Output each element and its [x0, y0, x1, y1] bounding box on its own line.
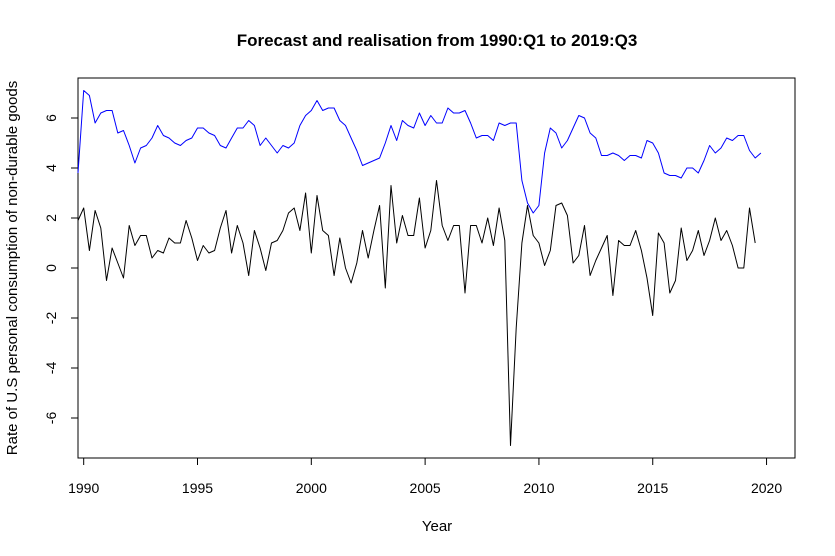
- chart-title: Forecast and realisation from 1990:Q1 to…: [237, 31, 638, 50]
- x-tick-label: 2005: [410, 480, 441, 496]
- y-axis: -6 -4 -2 0 2 4 6: [43, 114, 79, 425]
- series-line-2: [77, 180, 756, 446]
- x-tick-label: 2015: [637, 480, 668, 496]
- x-axis-label: Year: [422, 518, 452, 535]
- plot-frame: [77, 77, 796, 459]
- series-line-1: [77, 90, 762, 214]
- series-layer: [77, 90, 762, 446]
- y-tick-label: 6: [43, 114, 59, 122]
- y-axis-label: Rate of U.S personal consumption of non-…: [4, 81, 21, 455]
- y-tick-label: -6: [43, 412, 59, 425]
- x-tick-label: 2000: [296, 480, 327, 496]
- y-tick-label: -4: [43, 362, 59, 375]
- x-tick-label: 1990: [68, 480, 99, 496]
- y-tick-label: 4: [43, 164, 59, 172]
- x-tick-label: 1995: [182, 480, 213, 496]
- y-tick-label: -2: [43, 312, 59, 325]
- x-axis: 1990 1995 2000 2005 2010 2015 2020: [68, 457, 782, 496]
- x-tick-label: 2010: [523, 480, 554, 496]
- y-tick-label: 2: [43, 214, 59, 222]
- y-tick-label: 0: [43, 264, 59, 272]
- x-tick-label: 2020: [751, 480, 782, 496]
